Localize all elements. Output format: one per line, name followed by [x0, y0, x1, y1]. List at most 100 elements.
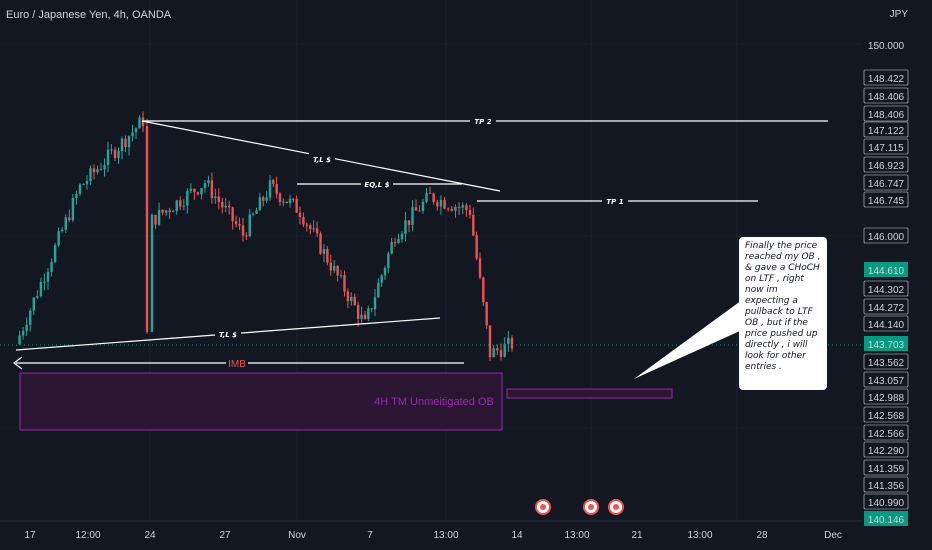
- candle-body: [272, 180, 275, 185]
- candle-body: [496, 348, 499, 351]
- candle-body: [68, 217, 71, 221]
- candle-body: [472, 214, 475, 236]
- price-axis: 150.000 148.422 148.406 148.406 147.122 147.1…: [863, 41, 909, 526]
- candle-body: [285, 201, 288, 204]
- price-tick-label: 144.272: [868, 303, 905, 314]
- price-tick-label: 143.562: [868, 358, 905, 369]
- candle-body: [411, 207, 414, 225]
- candle-body: [439, 199, 443, 207]
- candle-body: [231, 207, 234, 222]
- candle-body: [418, 210, 421, 212]
- candle-body: [113, 149, 117, 158]
- candle-body: [295, 198, 298, 213]
- price-tick-label: 142.988: [868, 393, 905, 404]
- candle-body: [309, 225, 312, 229]
- candle-body: [154, 214, 157, 225]
- candle-body: [234, 221, 238, 225]
- order-block-label: 4H TM Unmeitigated OB: [374, 396, 494, 408]
- candle-body: [227, 205, 231, 208]
- ltf-order-block-box[interactable]: [506, 388, 673, 399]
- candle-body: [407, 220, 411, 225]
- time-tick-label: 28: [756, 530, 768, 541]
- candle-body: [57, 231, 60, 246]
- candle-body: [298, 212, 302, 217]
- candle-body: [278, 193, 282, 202]
- price-tick-label: 148.422: [868, 74, 905, 85]
- candle-body: [18, 335, 21, 344]
- candle-body: [134, 128, 138, 133]
- candle-body: [315, 228, 319, 234]
- candle-body: [224, 205, 227, 208]
- candle-body: [333, 266, 336, 271]
- candle-body: [64, 217, 67, 230]
- candle-body: [203, 183, 207, 189]
- price-tick-label: 140.146: [868, 515, 905, 526]
- time-tick-label: 24: [144, 530, 156, 541]
- candle-body: [238, 224, 241, 226]
- candle-body: [436, 202, 439, 207]
- price-tick-label: 142.290: [868, 446, 905, 457]
- candle-body: [182, 205, 185, 207]
- price-tick-label: 147.122: [868, 126, 905, 137]
- candle-body: [124, 138, 127, 148]
- price-tick-label: 146.000: [868, 232, 905, 243]
- candle-body: [488, 325, 492, 358]
- time-axis: 17 12:00 24 27 Nov 7 13:00 14 13:00 21 13:00 28 Dec: [24, 530, 841, 541]
- price-tick-label: 146.923: [868, 161, 905, 172]
- candle-body: [265, 197, 268, 201]
- candle-body: [510, 337, 514, 349]
- callout-pointer: [634, 300, 742, 379]
- time-tick-label: 14: [511, 530, 523, 541]
- tp1-label: TP 1: [606, 198, 623, 206]
- candle-body: [36, 296, 39, 298]
- grid: [0, 0, 862, 520]
- price-tag-bg: [864, 336, 908, 351]
- price-tick-label: 144.140: [868, 320, 905, 331]
- candle-body: [117, 151, 120, 158]
- candle-body: [363, 314, 367, 319]
- candle-body: [397, 239, 400, 243]
- time-tick-label: 13:00: [433, 530, 458, 541]
- price-tick-label: 147.115: [868, 143, 904, 154]
- candle-body: [131, 132, 134, 137]
- candle-body: [268, 180, 272, 198]
- order-block-box[interactable]: [19, 372, 503, 431]
- price-tick-label: 142.568: [868, 411, 905, 422]
- candle-body: [78, 184, 82, 194]
- candle-body: [141, 117, 145, 127]
- time-tick-label: 7: [367, 530, 373, 541]
- callout-note[interactable]: Finally the price reached my OB , & gave…: [739, 237, 827, 390]
- candle-body: [275, 184, 278, 194]
- candle-body: [450, 208, 454, 211]
- candle-body: [383, 267, 387, 276]
- candle-body: [168, 210, 171, 213]
- event-markers: [535, 499, 624, 515]
- candle-body: [43, 281, 46, 283]
- candle-body: [96, 169, 99, 173]
- eql-label: EQ,L $: [364, 181, 389, 189]
- candle-body: [346, 291, 350, 302]
- tp2-label: TP 2: [474, 118, 491, 126]
- candle-body: [258, 197, 262, 211]
- candle-body: [61, 229, 64, 232]
- time-tick-label: 13:00: [564, 530, 589, 541]
- candle-body: [387, 253, 390, 268]
- candle-body: [457, 207, 461, 209]
- candle-body: [251, 213, 255, 215]
- candle-body: [50, 261, 53, 272]
- candle-body: [461, 205, 464, 208]
- candle-body: [404, 220, 407, 234]
- candle-body: [356, 305, 360, 319]
- candle-body: [193, 188, 196, 193]
- candle-body: [329, 262, 332, 271]
- price-tag-bg: [864, 262, 908, 277]
- time-tick-label: 12:00: [75, 530, 100, 541]
- candle-body: [446, 208, 450, 210]
- price-tag-bg: [864, 511, 908, 526]
- price-tick-label: 143.703: [868, 340, 905, 351]
- candle-body: [421, 201, 425, 212]
- candle-body: [175, 200, 178, 212]
- candle-body: [353, 296, 356, 306]
- candle-body: [343, 275, 346, 292]
